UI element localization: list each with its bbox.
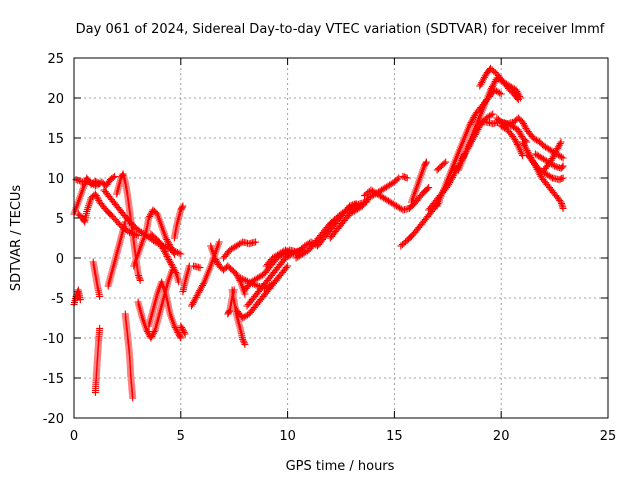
series-arc-23	[224, 286, 238, 318]
x-tick-label: 15	[386, 429, 403, 444]
x-axis-label: GPS time / hours	[286, 459, 395, 474]
series-arc-18	[188, 238, 223, 310]
y-tick-label: -10	[43, 332, 64, 347]
series-arc-13	[145, 278, 185, 342]
series-arc-34	[408, 158, 430, 206]
y-tick-label: 25	[47, 52, 64, 67]
x-tick-label: 5	[177, 429, 185, 444]
y-tick-label: -5	[51, 292, 64, 307]
data-points	[70, 64, 567, 402]
series-arc-31	[361, 184, 433, 214]
y-tick-label: 10	[47, 172, 64, 187]
series-arc-19	[190, 262, 204, 272]
series-arc-29	[292, 198, 371, 262]
x-tick-label: 0	[70, 429, 78, 444]
series-arc-11	[130, 206, 178, 270]
y-tick-label: 5	[56, 212, 64, 227]
y-tick-label: 15	[47, 132, 64, 147]
series-arc-42	[497, 122, 527, 160]
grid-lines	[74, 58, 608, 418]
series-arc-8	[104, 218, 129, 290]
chart-title: Day 061 of 2024, Sidereal Day-to-day VTE…	[76, 22, 605, 37]
x-tick-label: 10	[279, 429, 296, 444]
series-arc-45	[523, 150, 567, 184]
series-arc-10	[121, 310, 137, 402]
y-tick-label: -15	[43, 372, 64, 387]
plot-frame	[73, 57, 609, 419]
series-arc-39	[476, 64, 518, 98]
series-arc-17	[177, 322, 189, 338]
series-arc-32	[399, 172, 411, 182]
axis-ticks: 0 5 10 15 20 25 -20 -15 -10 -5 0 5 10 15 20 25	[43, 52, 617, 444]
series-arc-37	[433, 158, 450, 174]
y-tick-label: 0	[56, 252, 64, 267]
series-arc-5	[70, 286, 84, 308]
series-arc-27	[237, 274, 279, 292]
series-arc-14	[147, 230, 183, 286]
series-arc-30	[326, 174, 403, 242]
y-tick-label: -20	[43, 412, 64, 427]
x-tick-label: 25	[600, 429, 617, 444]
series-arc-33	[397, 198, 443, 250]
series-arc-6	[89, 258, 104, 300]
series-arc-9	[113, 170, 144, 284]
y-tick-label: 20	[47, 92, 64, 107]
series-arc-16	[179, 262, 193, 296]
series-arc-21	[220, 238, 260, 262]
y-axis-label: SDTVAR / TECUs	[9, 185, 24, 292]
series-arc-15	[170, 202, 187, 242]
series-arc-7	[91, 324, 104, 396]
series-arc-40	[510, 90, 522, 104]
series-arc-2	[72, 172, 119, 190]
series-arc-47	[540, 138, 565, 174]
x-tick-label: 20	[493, 429, 510, 444]
